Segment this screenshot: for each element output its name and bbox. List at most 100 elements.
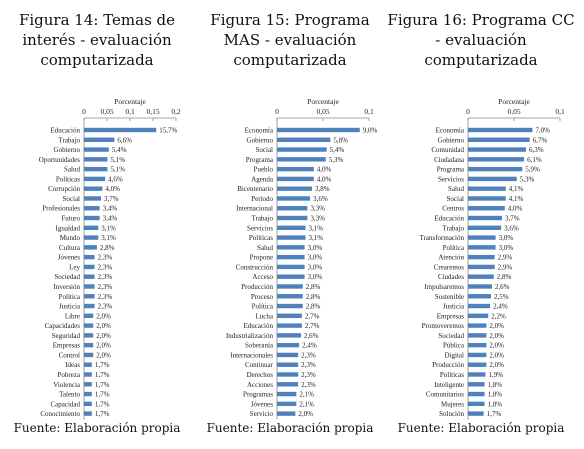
bar	[84, 382, 92, 387]
category-label: Educación	[434, 215, 464, 223]
bar-chart: Porcentaje 0 0,05 0,1 0,15 0,2 Educación 15,7% T…	[39, 97, 181, 420]
figure-title: Figura 15: Programa MAS - evaluación com…	[210, 11, 370, 69]
bar	[84, 225, 99, 230]
category-label: Pueblo	[254, 166, 274, 174]
category-label: Agenda	[251, 175, 274, 183]
data-label: 2,7%	[305, 312, 320, 320]
bar	[84, 313, 94, 319]
category-label: Ciudadana	[434, 156, 465, 164]
data-label: 2,1%	[299, 391, 314, 399]
bar	[277, 196, 311, 201]
bar	[84, 294, 95, 299]
category-label: Bicentenario	[237, 185, 273, 193]
data-label: 2,3%	[98, 303, 113, 311]
bar	[84, 264, 95, 270]
data-label: 3,1%	[309, 234, 324, 242]
bar	[468, 215, 503, 221]
bar	[84, 137, 115, 142]
data-label: 1,7%	[95, 391, 110, 399]
data-label: 4,0%	[317, 175, 332, 183]
bar	[468, 254, 495, 260]
category-label: Políticas	[249, 234, 273, 242]
data-label: 9,0%	[363, 127, 378, 135]
category-label: Igualdad	[56, 224, 81, 232]
data-label: 1,7%	[95, 400, 110, 408]
data-label: 1,7%	[487, 410, 502, 418]
category-label: Servicios	[438, 175, 464, 183]
data-label: 2,0%	[489, 342, 504, 350]
data-label: 2,3%	[98, 283, 113, 291]
bar	[84, 254, 95, 260]
category-label: Período	[251, 195, 273, 203]
category-label: Violencia	[53, 381, 81, 389]
category-label: Digital	[445, 351, 464, 359]
bar	[468, 235, 496, 240]
category-label: Cultura	[59, 244, 81, 252]
category-label: Ciudades	[438, 273, 464, 281]
category-label: Producción	[241, 283, 273, 291]
category-label: Capacidad	[50, 400, 80, 408]
bar	[468, 372, 486, 377]
data-label: 2,3%	[301, 361, 316, 369]
data-label: 3,4%	[103, 205, 118, 213]
x-tick-label: 0,1	[364, 107, 374, 116]
bar	[468, 264, 495, 270]
bar	[277, 362, 299, 367]
category-label: Jóvenes	[58, 254, 80, 262]
category-label: Inversión	[54, 283, 81, 291]
data-label: 4,0%	[508, 205, 523, 213]
category-label: Educación	[243, 322, 273, 330]
category-label: Empresas	[437, 312, 464, 320]
category-label: Impulsaremos	[424, 283, 464, 291]
category-label: Trabajo	[251, 215, 273, 223]
bar	[468, 245, 496, 250]
data-label: 4,6%	[108, 175, 123, 183]
bar	[277, 206, 308, 211]
data-label: 1,8%	[488, 391, 503, 399]
category-label: Lucha	[256, 312, 274, 320]
category-label: Derechos	[247, 371, 274, 379]
category-label: Transformación	[420, 234, 465, 242]
data-label: 5,1%	[110, 156, 125, 164]
bar	[468, 196, 506, 201]
category-label: Seguridad	[52, 332, 81, 340]
x-tick-label: 0	[466, 107, 470, 116]
data-label: 5,3%	[329, 156, 344, 164]
data-label: 1,9%	[488, 371, 503, 379]
bar	[468, 342, 487, 348]
data-label: 2,2%	[491, 312, 506, 320]
data-label: 2,0%	[489, 322, 504, 330]
bar	[468, 333, 487, 338]
bar	[84, 284, 95, 289]
category-label: Políticas	[56, 175, 80, 183]
category-label: Inteligente	[434, 381, 464, 389]
bar	[468, 352, 487, 358]
data-label: 3,1%	[309, 224, 324, 232]
bar	[277, 411, 296, 416]
bar	[277, 147, 327, 152]
data-label: 3,7%	[104, 195, 119, 203]
bar	[468, 206, 505, 211]
bar	[277, 323, 302, 328]
category-label: Social	[63, 195, 81, 203]
bar	[468, 274, 494, 279]
bar	[468, 294, 491, 299]
bar	[468, 391, 485, 397]
bar	[277, 235, 306, 240]
bar	[277, 294, 303, 299]
data-label: 5,9%	[525, 166, 540, 174]
data-label: 5,3%	[520, 175, 535, 183]
bar	[84, 235, 99, 240]
data-label: 2,8%	[100, 244, 115, 252]
bar	[277, 391, 297, 397]
figure-title: Figura 16: Programa CC - evaluación comp…	[387, 11, 575, 69]
data-label: 2,9%	[498, 263, 513, 271]
bar	[277, 186, 312, 191]
bar	[277, 372, 299, 377]
data-label: 3,7%	[505, 215, 520, 223]
bar	[468, 284, 492, 289]
category-label: Gobierno	[438, 136, 465, 144]
data-label: 3,0%	[308, 254, 323, 262]
bar	[84, 206, 100, 211]
category-label: Internacional	[236, 205, 273, 213]
